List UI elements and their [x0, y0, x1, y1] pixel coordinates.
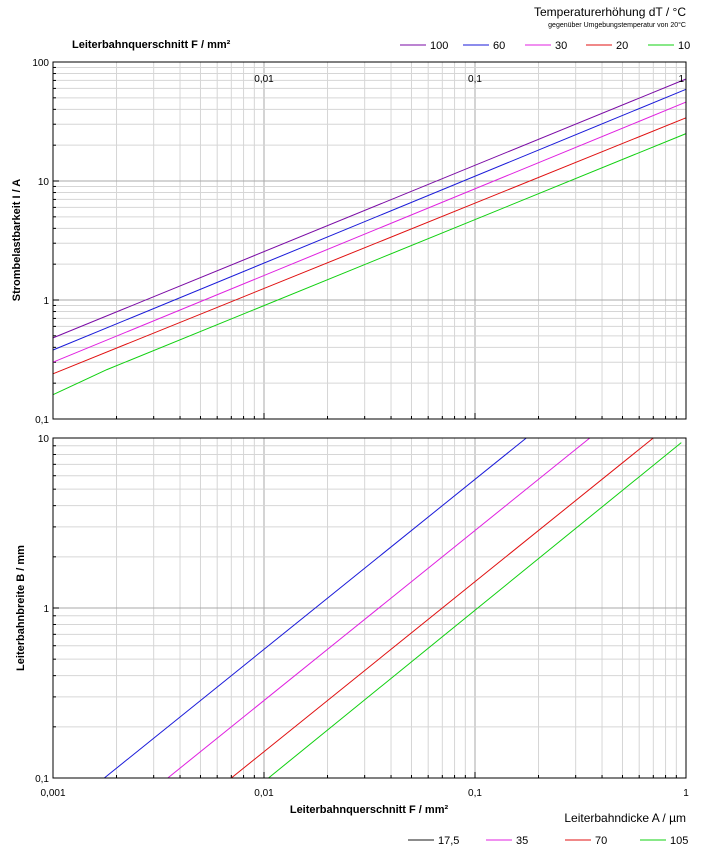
plot1-frame: [52, 61, 687, 420]
axis-tick-labels: 0,01 0,1 1 0,1 1 10 100 0,001 0,01 0,1 1 0,1 1 10: [32, 58, 689, 799]
top-y-tick-label: 1: [43, 296, 49, 307]
legend-bottom: 17,5 35 70 105: [408, 835, 688, 847]
legend-label: 105: [670, 835, 688, 847]
series-line-35: [167, 437, 591, 779]
bottom-y-axis-title: Leiterbahnbreite B / mm: [15, 545, 27, 671]
top-x-tick-label: 0,1: [468, 74, 482, 85]
legend-label: 30: [555, 40, 567, 52]
legend-label: 20: [616, 40, 628, 52]
bottom-y-tick-label: 1: [43, 604, 49, 615]
legend-top-title: Temperaturerhöhung dT / °C: [534, 5, 686, 19]
top-y-tick-label: 0,1: [35, 415, 49, 426]
top-y-tick-label: 100: [32, 58, 49, 69]
top-x-axis-title: Leiterbahnquerschnitt F / mm²: [72, 39, 231, 51]
series-line-105: [268, 442, 682, 779]
top-y-tick-label: 10: [38, 177, 50, 188]
bottom-x-tick-label: 0,001: [40, 788, 65, 799]
bottom-x-tick-label: 0,01: [254, 788, 274, 799]
bottom-x-tick-label: 1: [683, 788, 689, 799]
legend-label: 17,5: [438, 835, 459, 847]
legend-label: 60: [493, 40, 505, 52]
bottom-x-axis-title: Leiterbahnquerschnitt F / mm²: [290, 804, 449, 816]
legend-label: 100: [430, 40, 448, 52]
plot2-frame: [52, 437, 687, 779]
series-line-60: [52, 88, 687, 351]
bottom-y-tick-label: 10: [38, 434, 50, 445]
plot1-series: [52, 78, 687, 396]
legend-top: 100 60 30 20 10: [400, 40, 690, 52]
series-line-20: [52, 117, 687, 375]
top-x-tick-label: 1: [678, 74, 684, 85]
bottom-y-tick-label: 0,1: [35, 774, 49, 785]
plot2-grid: [53, 438, 686, 778]
legend-bottom-title: Leiterbahndicke A / µm: [564, 811, 686, 825]
legend-top-subtitle: gegenüber Umgebungstemperatur von 20°C: [548, 21, 686, 29]
series-line-10: [52, 133, 687, 396]
top-x-tick-label: 0,01: [254, 74, 274, 85]
top-y-axis-title: Strombelastbarkeit I / A: [11, 179, 23, 302]
legend-label: 35: [516, 835, 528, 847]
series-line-100: [52, 78, 687, 339]
series-line-17-5: [103, 437, 527, 779]
series-line-70: [230, 437, 654, 779]
legend-label: 70: [595, 835, 607, 847]
plot2-series: [103, 437, 682, 779]
legend-label: 10: [678, 40, 690, 52]
bottom-x-tick-label: 0,1: [468, 788, 482, 799]
series-line-30: [52, 101, 687, 363]
plot1-grid: [53, 62, 686, 419]
